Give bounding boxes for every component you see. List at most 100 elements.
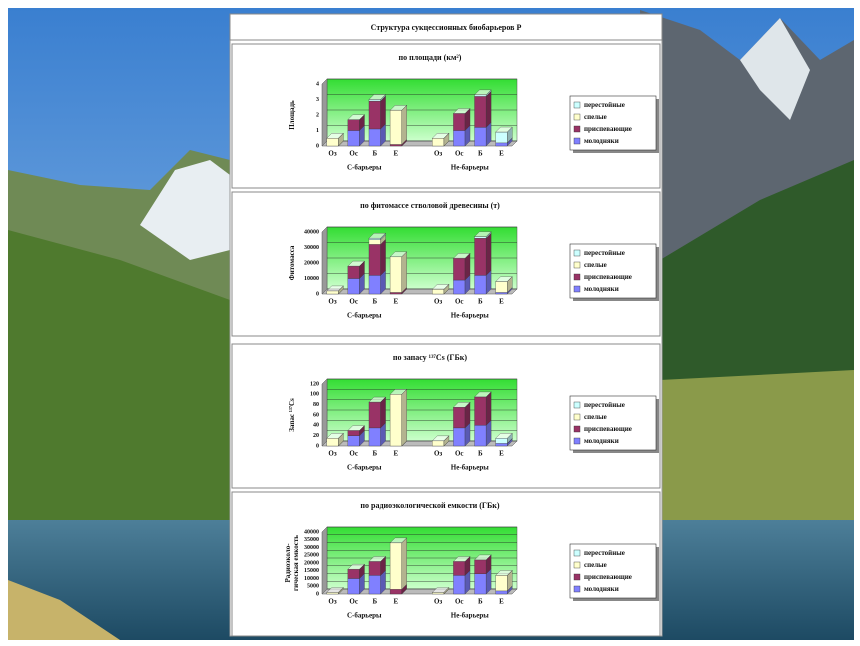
y-tick-label: 0: [316, 291, 319, 297]
y-tick-label: 40000: [304, 229, 319, 235]
bar-segment: [368, 427, 381, 447]
bar-segment: [347, 578, 360, 595]
y-tick-label: 30000: [304, 245, 319, 251]
charts: по площади (км²) 0 1 2 3 4 Площадь Оз Ос Б Е Оз Ос Б Е…: [231, 43, 661, 637]
legend-swatch: [573, 585, 581, 593]
bar-top: [389, 389, 408, 395]
x-tick-label: Б: [372, 598, 377, 606]
legend-label: перестойные: [584, 401, 625, 409]
bar-top: [431, 587, 450, 593]
group-label: С-барьеры: [347, 164, 382, 172]
legend-label: молодняки: [584, 437, 619, 445]
x-tick-label: Е: [499, 598, 504, 606]
x-tick-label: Б: [478, 150, 483, 158]
bar-segment: [347, 430, 360, 436]
bar-top: [474, 391, 492, 398]
bar-segment: [368, 99, 381, 102]
bar-side: [485, 391, 492, 426]
y-axis-label: Запас ¹³⁷Cs: [288, 398, 296, 432]
bar-segment: [326, 438, 339, 447]
bar-segment: [368, 128, 381, 147]
legend-label: перестойные: [584, 101, 625, 109]
bar-segment: [453, 561, 466, 576]
bar-segment: [432, 289, 445, 295]
y-tick-label: 40: [313, 423, 319, 429]
bar-top: [389, 105, 408, 111]
x-tick-label: Б: [372, 150, 377, 158]
bar-segment: [347, 278, 360, 295]
bar-top: [495, 276, 513, 282]
x-tick-label: Ос: [349, 150, 358, 158]
bar-top: [495, 570, 513, 576]
legend-swatch: [573, 273, 581, 281]
x-tick-label: Е: [499, 150, 504, 158]
bar-segment: [326, 592, 339, 595]
bar-top: [453, 253, 471, 259]
y-axis-label-line: Площадь: [288, 100, 296, 130]
x-tick-label: Оз: [434, 598, 442, 606]
bar-segment: [326, 290, 339, 295]
plot-side: [321, 78, 328, 147]
y-axis-label-line: гическая емкость: [292, 535, 300, 591]
chart: по площади (км²) 0 1 2 3 4 Площадь Оз Ос Б Е Оз Ос Б Е…: [231, 43, 661, 189]
legend-label: приспевающие: [584, 425, 632, 433]
bar-top: [368, 233, 386, 239]
bar-side: [380, 396, 386, 429]
bar-segment: [389, 394, 402, 447]
bar-segment: [453, 279, 466, 295]
bar-segment: [326, 138, 339, 147]
legend-swatch: [573, 401, 581, 409]
y-tick-label: 80: [313, 402, 319, 408]
bar-segment: [432, 440, 445, 447]
x-tick-label: Е: [499, 450, 504, 458]
x-tick-label: Ос: [349, 450, 358, 458]
x-tick-label: Оз: [328, 450, 336, 458]
bar-side: [485, 232, 492, 276]
x-tick-label: Б: [478, 450, 483, 458]
x-tick-label: Е: [394, 298, 399, 306]
bar-top: [389, 537, 408, 543]
y-tick-label: 20000: [304, 260, 319, 266]
bar-top: [347, 260, 365, 267]
plot-side: [321, 226, 328, 295]
y-tick-label: 10000: [304, 576, 319, 582]
legend-label: спелые: [584, 413, 607, 421]
y-tick-label: 5000: [307, 584, 319, 590]
y-tick-label: 30000: [304, 545, 319, 551]
x-tick-label: Е: [394, 150, 399, 158]
bar-top: [347, 425, 365, 431]
bar-segment: [474, 559, 487, 575]
bar-side: [401, 537, 407, 590]
group-label: Не-барьеры: [451, 612, 489, 620]
bar-segment: [389, 144, 402, 147]
bar-segment: [474, 236, 487, 239]
y-axis-label: Площадь: [288, 100, 296, 130]
chart: по фитомассе стволовой древесины (т) 0 100…: [231, 191, 661, 337]
group-label: С-барьеры: [347, 464, 382, 472]
bar-segment: [474, 94, 487, 97]
x-tick-label: Е: [394, 450, 399, 458]
y-tick-label: 2: [316, 112, 319, 118]
x-tick-label: Ос: [455, 598, 464, 606]
bar-segment: [474, 573, 487, 595]
y-tick-label: 0: [316, 443, 319, 449]
chart: по запасу ¹³⁷Cs (ГБк) 0 20 40 60 80 100 120 Запа…: [231, 343, 661, 489]
x-tick-label: Ос: [455, 298, 464, 306]
group-label: Не-барьеры: [451, 464, 489, 472]
bar-segment: [389, 589, 402, 595]
bar-segment: [453, 258, 466, 281]
group-label: Не-барьеры: [451, 164, 489, 172]
legend: [569, 243, 657, 299]
bar-top: [326, 133, 344, 139]
bar-segment: [474, 425, 487, 447]
bar-segment: [474, 396, 487, 426]
bar-top: [431, 435, 450, 441]
group-label: С-барьеры: [347, 612, 382, 620]
bar-segment: [495, 281, 508, 293]
bar-segment: [495, 131, 508, 144]
bar-top: [474, 231, 492, 237]
group-label: С-барьеры: [347, 312, 382, 320]
x-tick-label: Оз: [434, 150, 442, 158]
